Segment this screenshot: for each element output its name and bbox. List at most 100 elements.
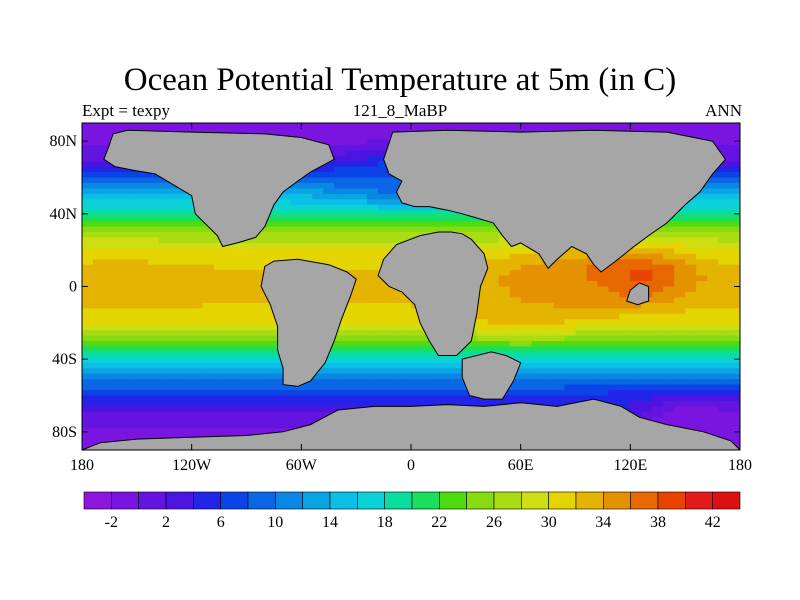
sst-cell bbox=[136, 221, 149, 228]
sst-cell bbox=[93, 177, 105, 184]
sst-cell bbox=[235, 330, 248, 337]
sst-cell bbox=[400, 319, 412, 326]
sst-cell bbox=[531, 297, 544, 304]
sst-cell bbox=[674, 422, 686, 429]
sst-cell bbox=[323, 215, 335, 222]
sst-cell bbox=[169, 210, 182, 217]
sst-cell bbox=[707, 357, 719, 364]
sst-cell bbox=[82, 199, 94, 206]
sst-cell bbox=[411, 357, 423, 364]
sst-cell bbox=[608, 400, 620, 407]
sst-cell bbox=[279, 193, 291, 200]
sst-cell bbox=[575, 357, 588, 364]
sst-cell bbox=[345, 400, 357, 407]
sst-cell bbox=[367, 221, 379, 228]
sst-cell bbox=[268, 232, 280, 238]
sst-cell bbox=[312, 215, 324, 222]
sst-cell bbox=[443, 379, 456, 386]
sst-cell bbox=[147, 368, 160, 375]
sst-cell bbox=[422, 373, 434, 380]
sst-cell bbox=[290, 226, 302, 233]
sst-cell bbox=[564, 351, 577, 358]
sst-cell bbox=[443, 221, 456, 228]
sst-cell bbox=[520, 335, 533, 342]
colorbar-segment bbox=[165, 491, 194, 510]
sst-cell bbox=[290, 411, 302, 418]
sst-cell bbox=[191, 346, 204, 353]
sst-cell bbox=[334, 324, 346, 331]
sst-cell bbox=[411, 313, 423, 320]
sst-cell bbox=[663, 373, 675, 380]
sst-cell bbox=[597, 357, 609, 364]
sst-cell bbox=[103, 400, 116, 407]
sst-cell bbox=[202, 302, 215, 309]
sst-cell bbox=[641, 319, 653, 326]
sst-cell bbox=[290, 232, 302, 238]
sst-cell bbox=[465, 232, 478, 238]
sst-cell bbox=[158, 346, 171, 353]
sst-cell bbox=[125, 395, 138, 402]
sst-cell bbox=[718, 400, 730, 407]
sst-cell bbox=[202, 275, 215, 282]
sst-cell bbox=[674, 297, 686, 304]
sst-cell bbox=[685, 357, 697, 364]
sst-cell bbox=[125, 275, 138, 282]
sst-cell bbox=[345, 150, 357, 157]
sst-cell bbox=[82, 346, 94, 353]
sst-cell bbox=[312, 133, 324, 140]
sst-cell bbox=[82, 133, 94, 140]
sst-cell bbox=[641, 395, 653, 402]
sst-cell bbox=[323, 379, 335, 386]
sst-cell bbox=[564, 379, 577, 386]
sst-cell bbox=[169, 351, 182, 358]
sst-cell bbox=[641, 237, 653, 244]
sst-cell bbox=[224, 428, 237, 435]
sst-cell bbox=[125, 215, 138, 222]
sst-cell bbox=[674, 248, 686, 255]
sst-cell bbox=[663, 270, 675, 277]
season-label: ANN bbox=[705, 101, 742, 120]
sst-cell bbox=[356, 390, 368, 397]
sst-cell bbox=[652, 384, 664, 391]
sst-cell bbox=[729, 133, 740, 140]
sst-cell bbox=[389, 308, 401, 315]
sst-cell bbox=[729, 237, 740, 244]
sst-cell bbox=[575, 308, 588, 315]
sst-cell bbox=[323, 406, 335, 413]
sst-cell bbox=[685, 422, 697, 429]
sst-cell bbox=[422, 384, 434, 391]
sst-cell bbox=[476, 297, 489, 304]
sst-cell bbox=[213, 259, 226, 266]
sst-cell bbox=[213, 242, 226, 249]
sst-cell bbox=[718, 150, 730, 157]
sst-cell bbox=[443, 357, 456, 364]
sst-cell bbox=[93, 237, 105, 244]
sst-cell bbox=[729, 286, 740, 293]
sst-cell bbox=[114, 248, 127, 255]
sst-cell bbox=[520, 292, 533, 298]
sst-cell bbox=[663, 351, 675, 358]
sst-cell bbox=[312, 237, 324, 244]
sst-cell bbox=[147, 373, 160, 380]
sst-cell bbox=[93, 368, 105, 375]
sst-cell bbox=[334, 390, 346, 397]
sst-cell bbox=[608, 302, 620, 309]
sst-cell bbox=[663, 281, 675, 288]
sst-cell bbox=[476, 319, 489, 326]
sst-cell bbox=[213, 123, 226, 129]
sst-cell bbox=[334, 166, 346, 173]
sst-cell bbox=[597, 270, 609, 277]
sst-cell bbox=[696, 368, 708, 375]
sst-cell bbox=[158, 428, 171, 435]
sst-cell bbox=[136, 172, 149, 179]
sst-cell bbox=[125, 411, 138, 418]
sst-cell bbox=[553, 341, 566, 348]
sst-cell bbox=[356, 270, 368, 277]
sst-cell bbox=[367, 123, 379, 129]
sst-cell bbox=[685, 335, 697, 342]
sst-cell bbox=[498, 275, 511, 282]
sst-cell bbox=[718, 351, 730, 358]
sst-cell bbox=[93, 422, 105, 429]
sst-cell bbox=[718, 128, 730, 135]
sst-cell bbox=[674, 346, 686, 353]
